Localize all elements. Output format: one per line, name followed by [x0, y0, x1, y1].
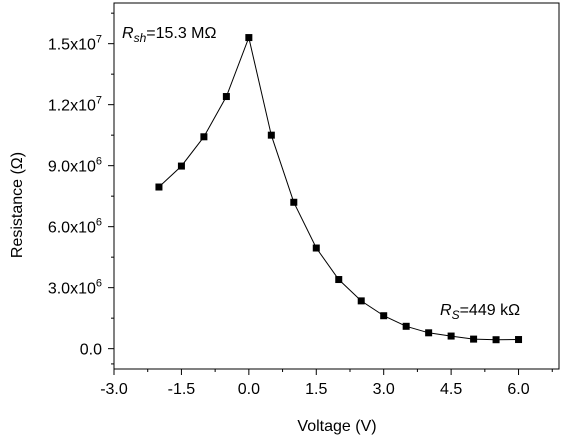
- y-axis-title: Resistance (Ω): [9, 152, 26, 258]
- x-tick-label: -3.0: [100, 381, 128, 398]
- data-point: [155, 183, 163, 191]
- annotation-rs: RS=449 kΩ: [440, 302, 520, 322]
- data-point: [402, 322, 410, 330]
- x-tick-label: 0.0: [238, 381, 260, 398]
- tick-layer: -3.0 -1.5 0.0 1.5 3.0 4.5 6.0 0.0 3.0x106 6.0x106…: [48, 12, 553, 398]
- annotation-rs-sub: S: [452, 308, 460, 322]
- data-point: [515, 336, 523, 344]
- data-point: [357, 297, 365, 305]
- data-point: [222, 93, 230, 101]
- x-tick-label: 3.0: [373, 381, 395, 398]
- x-tick-label: 6.0: [507, 381, 529, 398]
- plot-layer: [113, 2, 560, 370]
- data-point: [335, 276, 343, 284]
- data-point: [177, 162, 185, 170]
- data-point: [267, 131, 275, 139]
- data-point: [470, 335, 478, 343]
- y-tick-label: 6.0x106: [48, 217, 102, 237]
- data-point: [245, 34, 253, 42]
- data-point: [290, 198, 298, 206]
- plot-frame: [113, 2, 560, 370]
- x-tick-label: -1.5: [168, 381, 196, 398]
- annotation-rs-value: =449 kΩ: [460, 302, 520, 319]
- y-tick-label: 0.0: [80, 342, 102, 359]
- x-axis-title: Voltage (V): [297, 418, 376, 435]
- data-point: [447, 332, 455, 340]
- annotation-rsh-sub: sh: [134, 31, 147, 45]
- y-tick-label: 1.5x107: [48, 34, 102, 54]
- data-point: [492, 336, 500, 344]
- data-point: [425, 329, 433, 337]
- x-tick-label: 1.5: [305, 381, 327, 398]
- annotation-rsh: Rsh=15.3 MΩ: [122, 25, 217, 45]
- annotation-rsh-value: =15.3 MΩ: [146, 25, 216, 42]
- y-tick-label: 3.0x106: [48, 278, 102, 298]
- data-point: [380, 312, 388, 320]
- y-tick-label: 1.2x107: [48, 95, 102, 115]
- data-point: [200, 133, 208, 141]
- annotation-rsh-main: R: [122, 25, 134, 42]
- series-line: [158, 35, 519, 341]
- y-tick-label: 9.0x106: [48, 156, 102, 176]
- data-point: [312, 244, 320, 252]
- annotation-rs-main: R: [440, 302, 452, 319]
- x-tick-label: 4.5: [440, 381, 462, 398]
